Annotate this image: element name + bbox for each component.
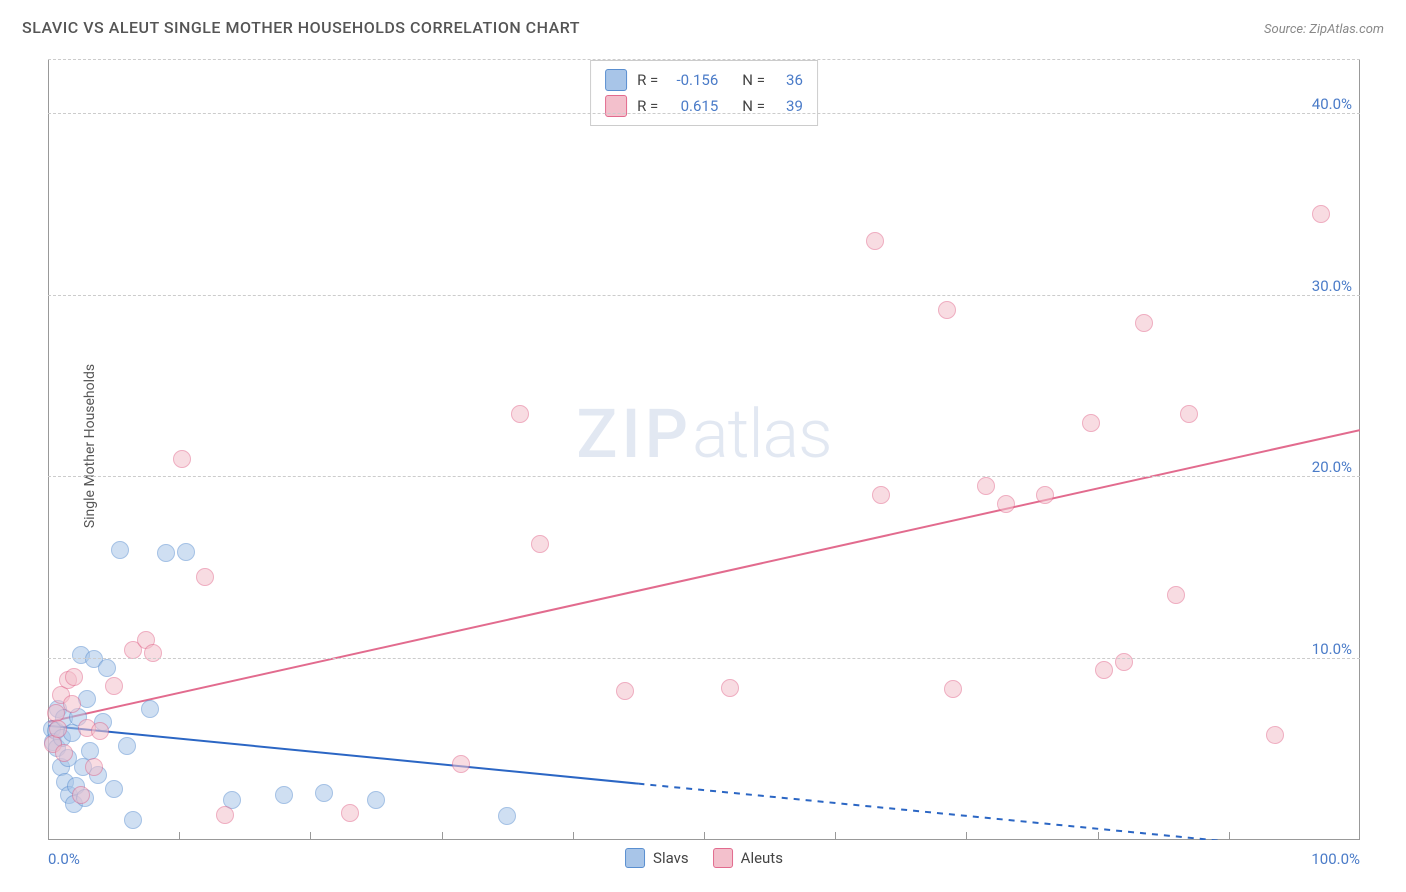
source-label: Source: ZipAtlas.com [1264, 22, 1384, 37]
x-tick [573, 832, 574, 840]
correlation-stats-box: R = -0.156 N = 36 R = 0.615 N = 39 [590, 60, 818, 126]
data-point [367, 791, 385, 809]
legend-swatch [713, 848, 733, 868]
data-point [91, 722, 109, 740]
data-point [49, 720, 67, 738]
data-point [81, 742, 99, 760]
data-point [938, 301, 956, 319]
y-tick-label: 30.0% [1312, 277, 1352, 295]
data-point [105, 677, 123, 695]
data-point [866, 232, 884, 250]
data-point [872, 486, 890, 504]
data-point [1115, 653, 1133, 671]
grid-line [48, 658, 1360, 659]
data-point [98, 659, 116, 677]
grid-line [48, 476, 1360, 477]
x-tick [966, 832, 967, 840]
r-value: -0.156 [668, 71, 718, 89]
chart-header: SLAVIC VS ALEUT SINGLE MOTHER HOUSEHOLDS… [22, 18, 1384, 37]
grid-line [48, 59, 1360, 60]
data-point [616, 682, 634, 700]
data-point [63, 695, 81, 713]
data-point [1167, 586, 1185, 604]
data-point [177, 543, 195, 561]
n-label: N = [742, 97, 765, 115]
x-tick [835, 832, 836, 840]
data-point [341, 804, 359, 822]
legend-item: Slavs [625, 848, 689, 868]
n-label: N = [742, 71, 765, 89]
data-point [55, 744, 73, 762]
legend-item: Aleuts [713, 848, 783, 868]
n-value: 39 [775, 97, 803, 115]
data-point [997, 495, 1015, 513]
watermark: ZIPatlas [576, 394, 831, 474]
n-value: 36 [775, 71, 803, 89]
grid-line [48, 113, 1360, 114]
y-tick-label: 40.0% [1312, 95, 1352, 113]
x-tick [1229, 832, 1230, 840]
stats-row: R = -0.156 N = 36 [605, 67, 803, 93]
grid-line [48, 295, 1360, 296]
data-point [1036, 486, 1054, 504]
chart-title: SLAVIC VS ALEUT SINGLE MOTHER HOUSEHOLDS… [22, 18, 580, 37]
data-point [498, 807, 516, 825]
legend-label: Slavs [653, 849, 689, 867]
scatter-plot: ZIPatlas R =-0.156N =36R =0.615N =39 Sla… [48, 60, 1360, 840]
r-label: R = [637, 71, 658, 89]
legend-label: Aleuts [741, 849, 783, 867]
data-point [275, 786, 293, 804]
data-point [977, 477, 995, 495]
data-point [511, 405, 529, 423]
chart-legend: Slavs Aleuts [625, 848, 783, 868]
data-point [85, 758, 103, 776]
data-point [1135, 314, 1153, 332]
trend-lines-svg [48, 60, 1360, 840]
y-axis-right-line [1359, 60, 1360, 840]
data-point [1312, 205, 1330, 223]
data-point [144, 644, 162, 662]
y-tick-label: 10.0% [1312, 640, 1352, 658]
x-tick [1098, 832, 1099, 840]
data-point [531, 535, 549, 553]
data-point [721, 679, 739, 697]
data-point [452, 755, 470, 773]
data-point [196, 568, 214, 586]
data-point [105, 780, 123, 798]
x-tick [179, 832, 180, 840]
legend-swatch [625, 848, 645, 868]
x-tick-label: 100.0% [1311, 850, 1360, 868]
data-point [1095, 661, 1113, 679]
series-swatch [605, 69, 627, 91]
data-point [72, 786, 90, 804]
data-point [173, 450, 191, 468]
r-label: R = [637, 97, 658, 115]
x-tick-label: 0.0% [48, 850, 80, 868]
stats-row: R = 0.615 N = 39 [605, 93, 803, 119]
data-point [315, 784, 333, 802]
x-tick [442, 832, 443, 840]
data-point [78, 690, 96, 708]
data-point [944, 680, 962, 698]
x-tick [310, 832, 311, 840]
r-value: 0.615 [668, 97, 718, 115]
data-point [1180, 405, 1198, 423]
data-point [1082, 414, 1100, 432]
data-point [157, 544, 175, 562]
x-tick [704, 832, 705, 840]
data-point [111, 541, 129, 559]
y-tick-label: 20.0% [1312, 458, 1352, 476]
data-point [124, 811, 142, 829]
data-point [65, 668, 83, 686]
data-point [141, 700, 159, 718]
data-point [118, 737, 136, 755]
data-point [1266, 726, 1284, 744]
data-point [216, 806, 234, 824]
